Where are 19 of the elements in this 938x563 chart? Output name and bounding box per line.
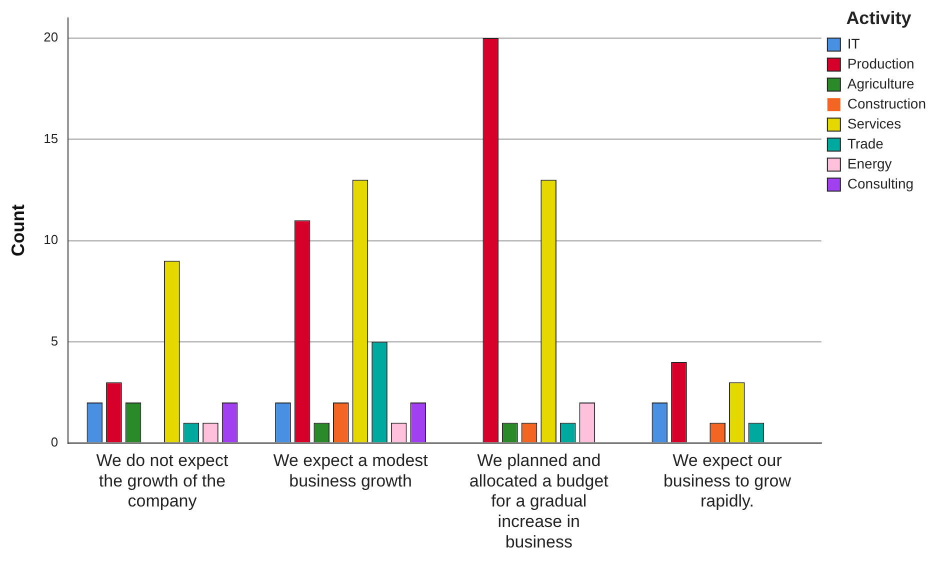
y-tick-label: 20 xyxy=(44,30,58,45)
x-tick-label: We planned and allocated a budget for a gradual increase in business xyxy=(469,450,609,552)
legend-label: Consulting xyxy=(847,175,914,192)
legend-label: Trade xyxy=(847,135,884,152)
x-tick-label: We do not expect the growth of the company xyxy=(96,450,228,511)
y-axis-title: Count xyxy=(8,204,28,256)
y-tick-label: 0 xyxy=(50,434,58,450)
x-tick-label: We expect our business to grow rapidly. xyxy=(663,450,792,511)
legend-label: Construction xyxy=(847,95,926,112)
legend-label: Services xyxy=(847,115,902,132)
x-tick-label: We expect a modest business growth xyxy=(273,450,428,490)
y-tick-label: 5 xyxy=(50,333,58,348)
legend-label: IT xyxy=(847,35,860,52)
legend-title: Activity xyxy=(846,8,912,28)
y-tick-label: 15 xyxy=(44,130,58,146)
legend-label: Agriculture xyxy=(847,75,915,92)
legend-label: Production xyxy=(847,55,914,72)
y-tick-label: 10 xyxy=(44,232,58,248)
legend-label: Energy xyxy=(847,155,892,172)
